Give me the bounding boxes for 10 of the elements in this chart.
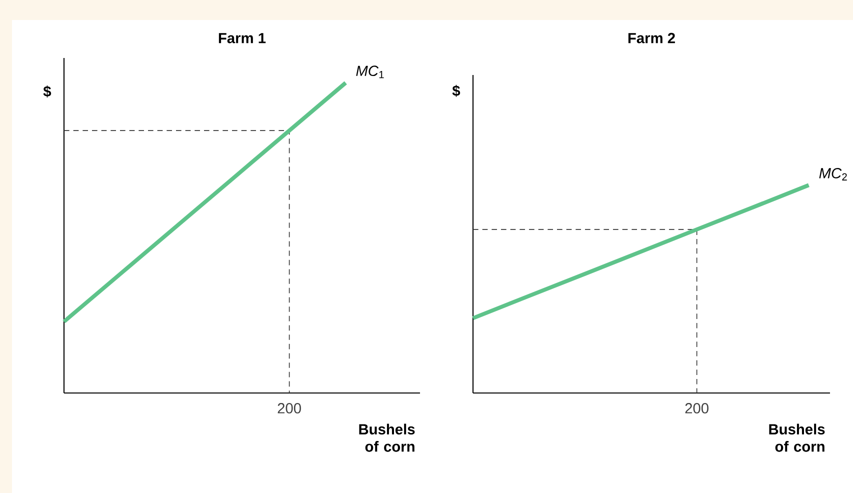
chart-title: Farm 1	[218, 33, 266, 44]
x-axis-title: Bushels of corn	[359, 424, 415, 452]
text: 200	[278, 403, 301, 414]
text: 200	[685, 403, 708, 414]
series-label: MC$_{2}$	[819, 168, 847, 180]
y-axis-title: $	[43, 86, 52, 98]
y-axis-title: $	[452, 84, 460, 97]
series-label: MC$_{1}$	[356, 66, 384, 78]
chart-title: Farm 2	[628, 32, 675, 44]
x-axis-title: Bushels of corn	[769, 424, 825, 452]
